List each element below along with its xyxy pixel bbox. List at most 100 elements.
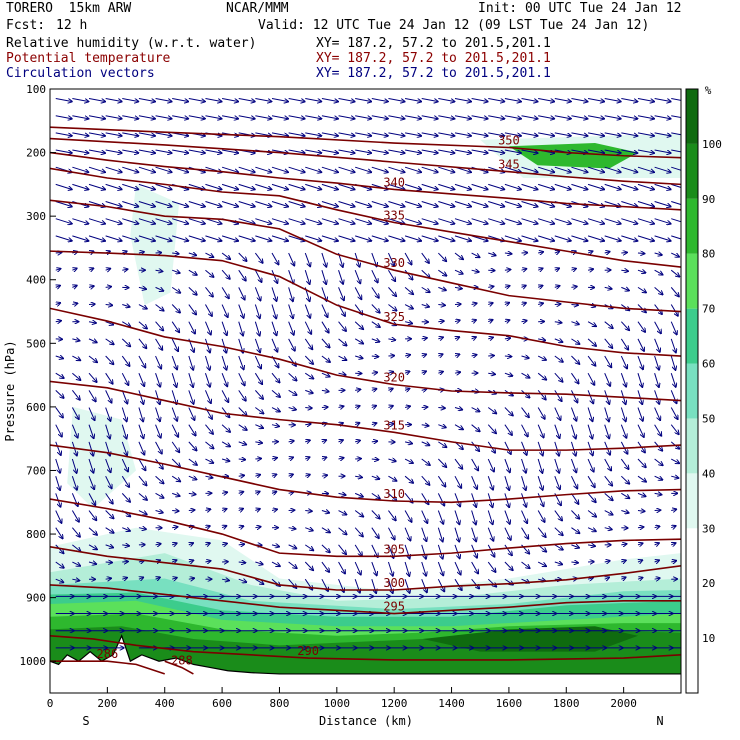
vector-arrow (238, 492, 244, 494)
vector-arrow (538, 98, 554, 102)
vector-arrow (338, 458, 344, 459)
vector-arrow (255, 442, 262, 443)
vector-arrow (488, 253, 495, 255)
vector-arrow (139, 577, 143, 579)
vector-arrow (637, 132, 654, 136)
vector-arrow (271, 407, 280, 412)
vector-arrow (105, 458, 111, 472)
vector-arrow (604, 287, 612, 288)
vector-arrow (271, 372, 279, 382)
vector-arrow (171, 338, 178, 351)
vector-arrow (221, 115, 238, 119)
vector-arrow (321, 166, 338, 172)
vector-arrow (437, 475, 445, 486)
vector-arrow (454, 218, 471, 224)
colorbar-swatch (686, 198, 698, 254)
vector-arrow (105, 493, 113, 503)
vector-arrow (554, 98, 571, 102)
vector-arrow (288, 235, 305, 241)
vector-arrow (371, 132, 388, 136)
vector-arrow (388, 406, 392, 408)
vector-arrow (637, 304, 646, 313)
vector-arrow (322, 440, 326, 442)
vector-arrow (488, 337, 493, 338)
vector-arrow (471, 115, 488, 119)
vector-arrow (155, 475, 164, 483)
vector-arrow (338, 493, 346, 495)
vector-arrow (338, 201, 355, 207)
vector-arrow (487, 578, 496, 586)
vector-arrow (621, 132, 637, 136)
vector-arrow (255, 218, 271, 224)
vector-arrow (471, 476, 477, 489)
vector-arrow (438, 115, 454, 119)
vector-arrow (654, 253, 662, 255)
vector-arrow (504, 561, 513, 570)
vector-arrow (471, 527, 477, 542)
vector-arrow (338, 561, 345, 573)
vector-arrow (654, 98, 671, 102)
vector-arrow (138, 183, 155, 189)
vector-arrow (254, 252, 262, 263)
vector-arrow (571, 372, 578, 383)
vector-arrow (321, 304, 328, 317)
vector-arrow (88, 562, 96, 564)
vector-arrow (55, 390, 64, 398)
vector-arrow (188, 373, 193, 387)
colorbar-label: 10 (702, 632, 715, 645)
vector-arrow (55, 269, 61, 270)
vector-arrow (205, 183, 221, 189)
vector-arrow (371, 441, 377, 442)
vector-arrow (271, 166, 288, 172)
vector-arrow (637, 183, 654, 189)
vector-arrow (172, 543, 176, 545)
vector-arrow (304, 321, 311, 334)
vector-arrow (188, 510, 195, 511)
theta-contour-label: 290 (297, 644, 319, 658)
vector-arrow (122, 235, 138, 241)
vector-arrow (504, 270, 510, 271)
vector-arrow (388, 269, 395, 281)
vector-arrow (155, 373, 161, 386)
vector-arrow (538, 339, 545, 341)
vector-arrow (205, 424, 212, 434)
vector-arrow (454, 201, 471, 207)
vector-arrow (271, 304, 276, 319)
colorbar-swatch (686, 583, 698, 639)
vector-arrow (388, 372, 393, 373)
vector-arrow (205, 304, 211, 316)
vector-arrow (189, 560, 193, 562)
vector-arrow (587, 510, 596, 517)
vector-arrow (271, 235, 288, 241)
relative-humidity-shading (50, 133, 681, 693)
vector-arrow (238, 166, 255, 172)
vector-arrow (155, 149, 172, 153)
vector-arrow (437, 527, 442, 542)
vector-arrow (288, 528, 296, 529)
vector-arrow (521, 115, 538, 119)
vector-arrow (88, 132, 105, 136)
vector-arrow (172, 235, 188, 241)
vector-arrow (155, 98, 172, 102)
vector-arrow (670, 407, 677, 419)
vector-arrow (321, 527, 330, 533)
vector-arrow (471, 424, 480, 432)
vector-arrow (72, 561, 80, 566)
vector-arrow (471, 578, 479, 588)
vector-arrow (371, 321, 380, 327)
vector-arrow (172, 270, 179, 273)
vector-arrow (671, 132, 681, 136)
vector-arrow (271, 98, 288, 102)
colorbar-label: 70 (702, 303, 715, 316)
vector-arrow (621, 166, 637, 172)
vector-arrow (338, 270, 344, 284)
vector-arrow (71, 476, 77, 490)
vector-arrow (72, 98, 88, 102)
vector-arrow (454, 320, 460, 321)
vector-arrow (371, 492, 380, 498)
vector-arrow (555, 268, 559, 270)
vector-arrow (188, 493, 196, 494)
y-axis-title: Pressure (hPa) (3, 340, 17, 441)
vector-arrow (304, 304, 310, 318)
theta-contour-label: 335 (383, 209, 405, 223)
